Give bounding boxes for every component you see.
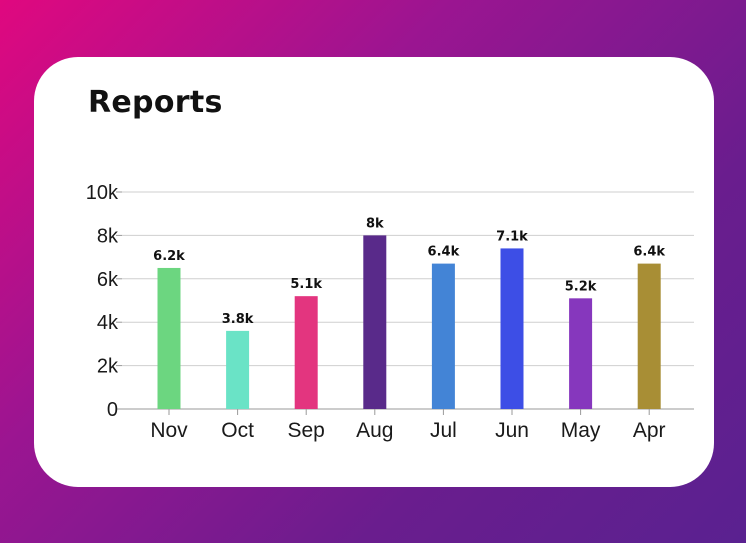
bar-nov xyxy=(157,267,181,409)
data-label-jun: 7.1k xyxy=(496,229,528,244)
bar-aug xyxy=(363,235,387,409)
x-tick-label-nov: Nov xyxy=(150,419,188,442)
data-label-oct: 3.8k xyxy=(222,312,254,327)
y-tick-label: 4k xyxy=(97,312,119,334)
data-label-may: 5.2k xyxy=(565,279,597,294)
card-title: Reports xyxy=(88,85,223,120)
y-tick-label: 2k xyxy=(97,356,119,378)
x-tick-label-apr: Apr xyxy=(633,419,666,442)
data-label-aug: 8k xyxy=(366,216,384,231)
bar-may xyxy=(569,298,593,409)
data-label-sep: 5.1k xyxy=(290,277,322,292)
y-tick-label: 6k xyxy=(97,269,119,291)
data-label-apr: 6.4k xyxy=(633,245,665,260)
bar-jun xyxy=(500,248,524,409)
x-tick-label-aug: Aug xyxy=(356,419,393,442)
y-tick-label: 8k xyxy=(97,225,119,247)
bar-sep xyxy=(294,296,318,409)
x-tick-label-oct: Oct xyxy=(221,419,254,442)
y-tick-label: 0 xyxy=(107,399,118,421)
x-tick-label-jun: Jun xyxy=(495,419,529,442)
bar-oct xyxy=(226,330,250,409)
data-label-nov: 6.2k xyxy=(153,249,185,264)
x-tick-label-may: May xyxy=(561,419,601,442)
x-tick-label-jul: Jul xyxy=(430,419,457,442)
data-label-jul: 6.4k xyxy=(428,245,460,260)
y-tick-label: 10k xyxy=(86,182,119,204)
x-tick-label-sep: Sep xyxy=(288,419,325,442)
bar-jul xyxy=(431,263,455,409)
bar-apr xyxy=(637,263,661,409)
